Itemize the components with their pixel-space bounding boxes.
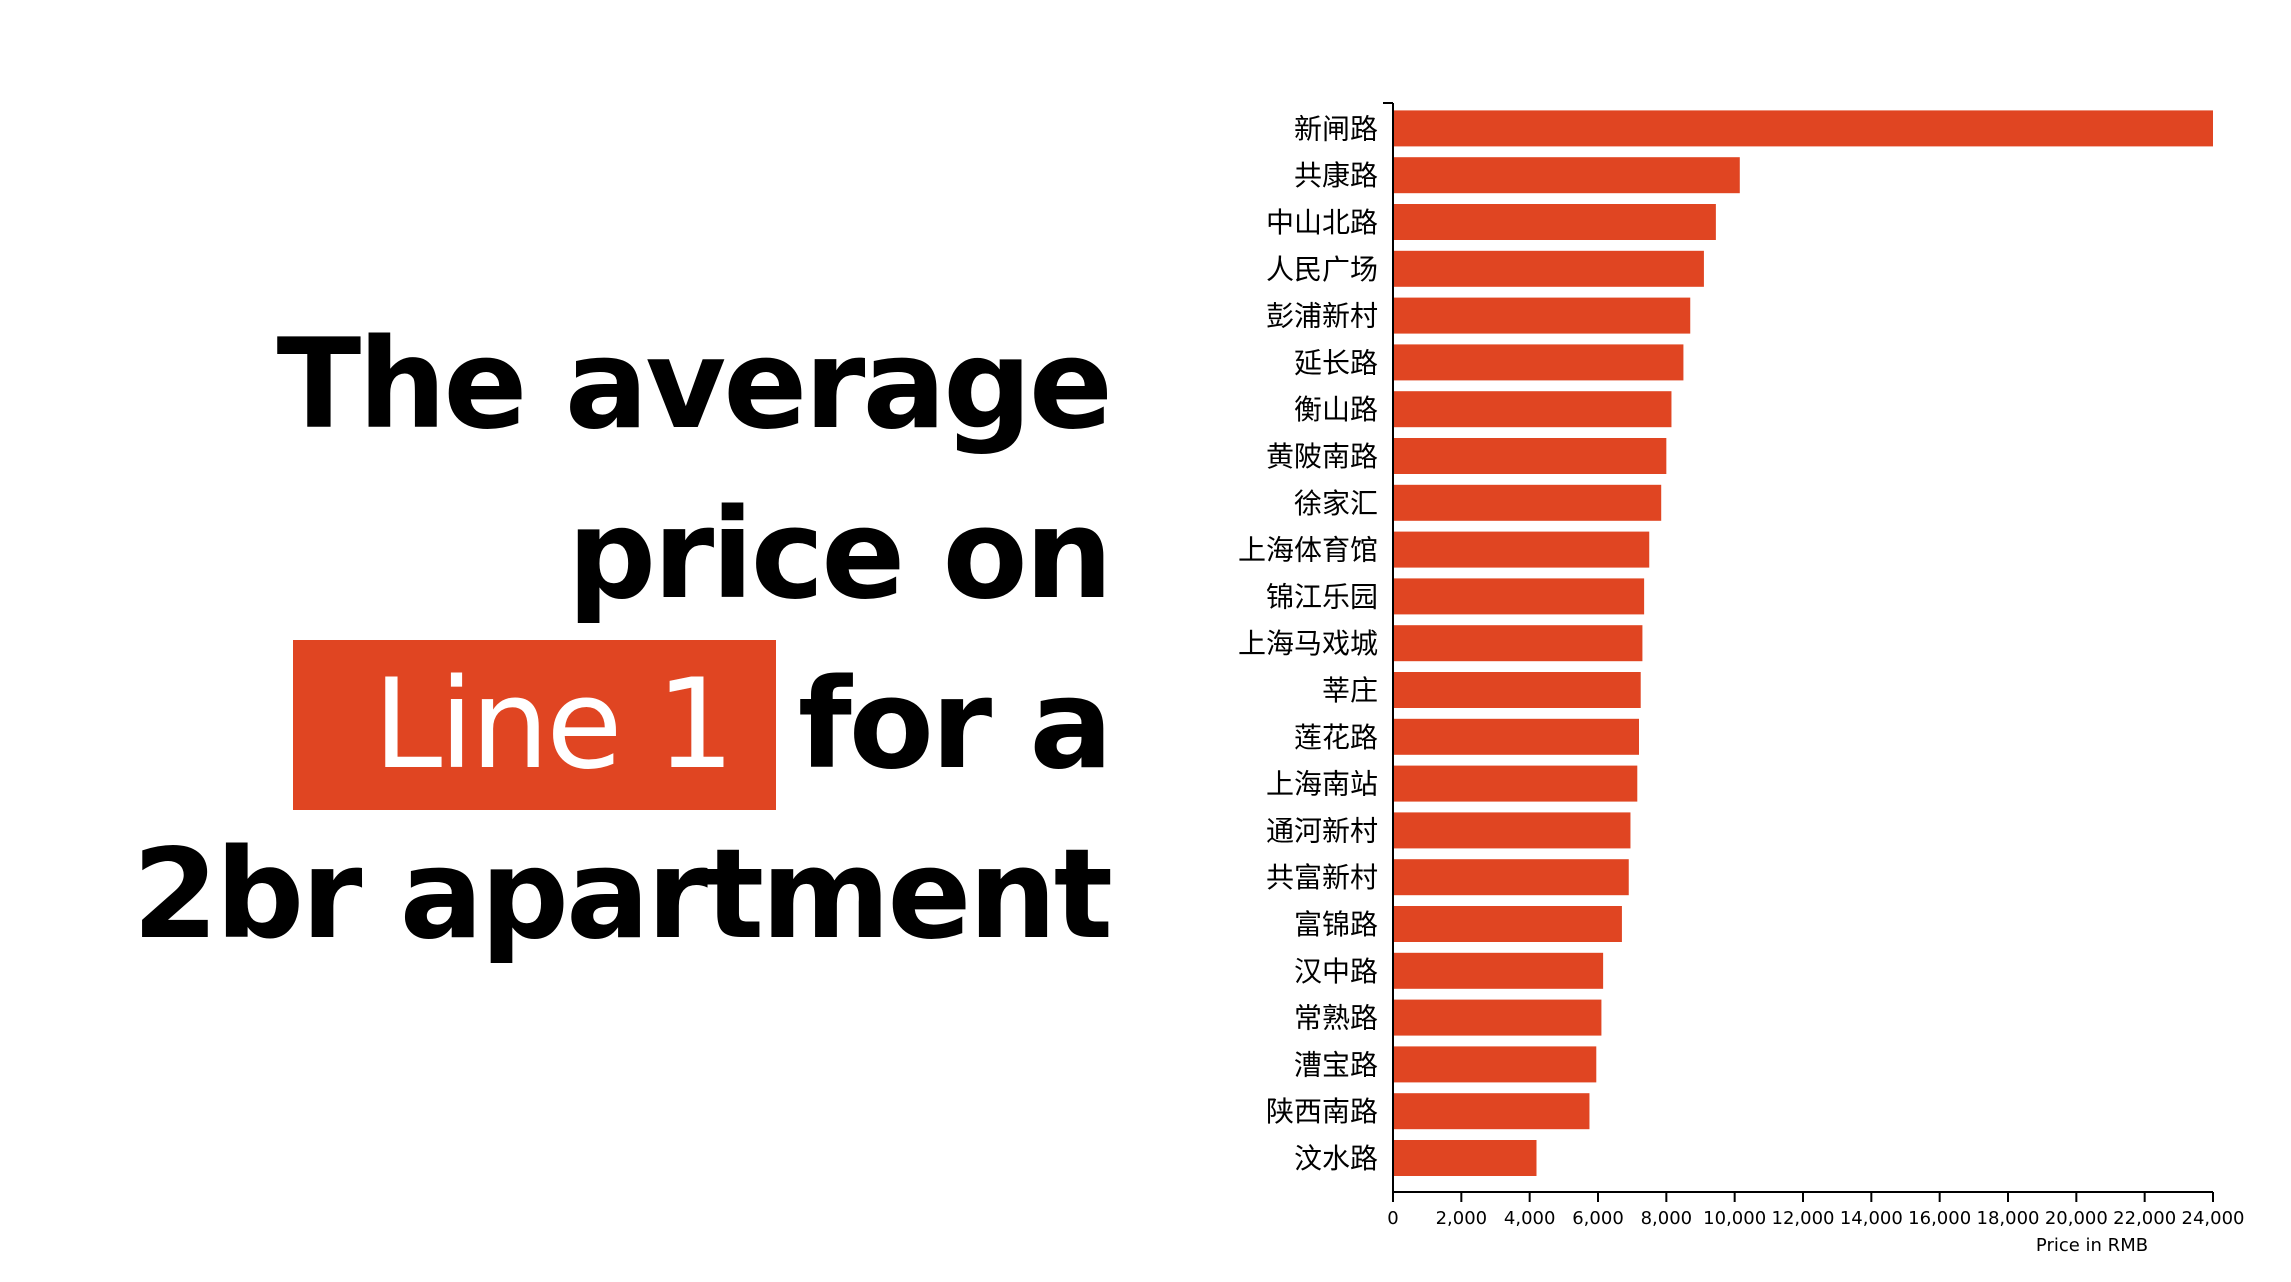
category-label: 汉中路 [1294,955,1378,988]
headline-line-2: price on [567,483,1113,627]
bar [1393,906,1622,942]
bar [1393,625,1643,662]
category-label: 彭浦新村 [1266,300,1378,333]
category-label: 漕宝路 [1294,1048,1378,1081]
bar [1393,765,1638,802]
bar [1393,204,1716,240]
bar [1393,297,1691,334]
headline-line-3: Line 1 for a [60,640,1113,810]
category-label: 新闸路 [1294,112,1378,145]
category-label: 人民广场 [1266,253,1378,286]
x-axis-label: Price in RMB [2036,1235,2148,1256]
category-label: 锦江乐园 [1266,580,1378,613]
category-label: 共富新村 [1266,861,1378,894]
bar [1393,1140,1537,1176]
bar [1393,438,1667,474]
x-tick-label: 8,000 [1641,1208,1693,1229]
x-tick-label: 2,000 [1436,1208,1488,1229]
category-label: 莲花路 [1294,721,1378,754]
x-ticks-group: 0 2,000 4,000 6,000 8,000 10,000 12,000 14,000 1… [1387,1192,2244,1229]
x-tick-label: 0 [1387,1208,1398,1229]
headline: The average price on Line 1 for a 2br apa… [60,300,1113,980]
bar [1393,1093,1590,1130]
category-label: 延长路 [1294,346,1378,379]
category-label: 莘庄 [1322,674,1378,707]
bar [1393,157,1740,194]
category-label: 徐家汇 [1294,487,1378,520]
bar [1393,812,1631,849]
category-label: 上海南站 [1266,768,1378,801]
x-tick-label: 20,000 [2045,1208,2108,1229]
x-tick-label: 22,000 [2113,1208,2176,1229]
x-tick-label: 24,000 [2182,1208,2245,1229]
line-1-highlight: Line 1 [293,640,776,810]
category-label: 共康路 [1294,159,1378,192]
bar [1393,484,1662,521]
headline-line-3-text: for a [797,653,1113,797]
bar [1393,999,1602,1036]
x-tick-label: 6,000 [1572,1208,1624,1229]
x-tick-label: 10,000 [1703,1208,1766,1229]
x-tick-label: 14,000 [1840,1208,1903,1229]
bars-group [1393,110,2213,1176]
x-tick-label: 12,000 [1772,1208,1835,1229]
x-tick-label: 16,000 [1908,1208,1971,1229]
headline-line-4: 2br apartment [132,823,1113,967]
category-label: 陕西南路 [1266,1095,1378,1128]
x-tick-label: 18,000 [1977,1208,2040,1229]
bar [1393,859,1629,896]
bar [1393,578,1645,615]
bar [1393,1046,1597,1083]
bar [1393,391,1672,428]
x-tick-label: 4,000 [1504,1208,1556,1229]
category-label: 常熟路 [1294,1002,1378,1035]
bar [1393,250,1704,287]
bar [1393,344,1684,381]
bar [1393,110,2213,147]
bar [1393,672,1641,708]
bar [1393,952,1604,989]
category-label: 汶水路 [1294,1142,1378,1175]
bar [1393,718,1639,755]
category-label: 富锦路 [1294,908,1378,941]
bar [1393,531,1650,568]
category-label: 上海马戏城 [1238,627,1378,660]
category-label: 上海体育馆 [1238,534,1378,567]
category-label: 中山北路 [1266,206,1378,239]
category-labels-group: 新闸路共康路中山北路人民广场彭浦新村延长路衡山路黄陂南路徐家汇上海体育馆锦江乐园… [1238,112,1378,1175]
headline-line-1: The average [276,313,1113,457]
category-label: 黄陂南路 [1266,440,1378,473]
category-label: 衡山路 [1294,393,1378,426]
category-label: 通河新村 [1266,814,1378,847]
